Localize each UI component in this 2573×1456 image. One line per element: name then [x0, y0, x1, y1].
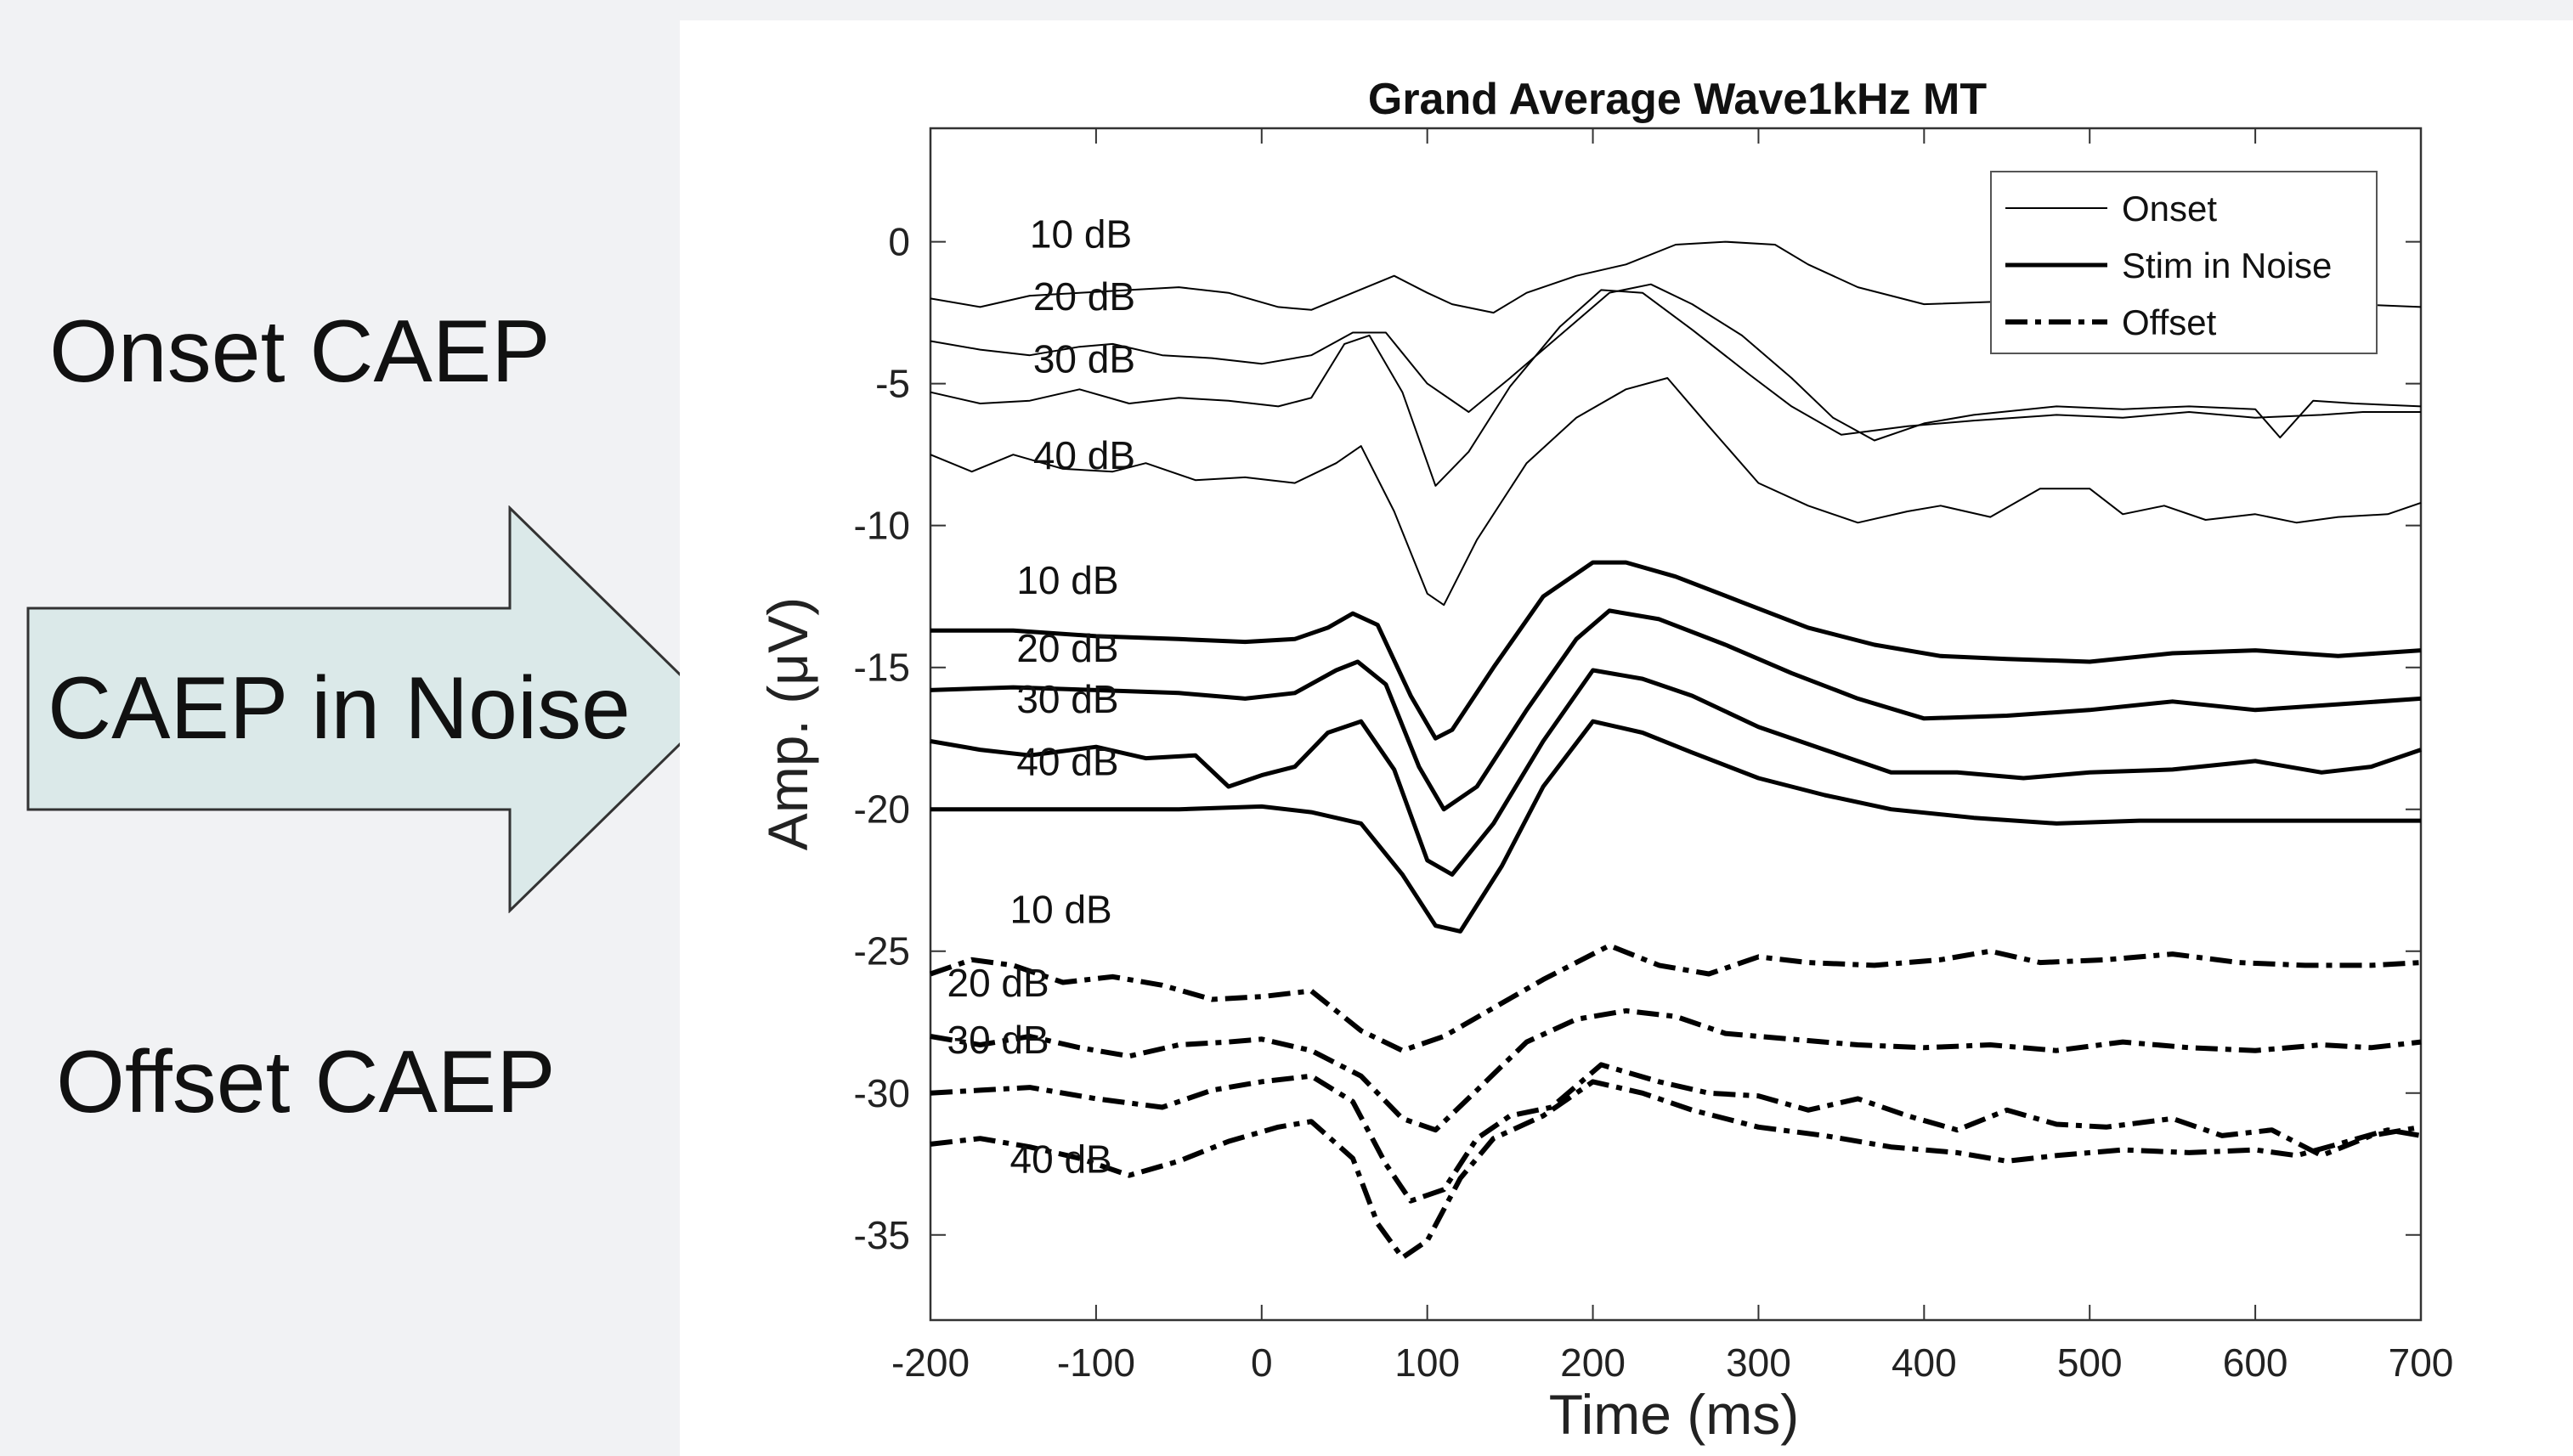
y-tick-label: -25 [854, 929, 910, 973]
y-tick-label: -30 [854, 1071, 910, 1115]
x-tick-label: 300 [1726, 1340, 1791, 1385]
series-line-offset-1 [930, 943, 2422, 1053]
y-axis-title: Amp. (μV) [756, 597, 819, 850]
db-label-noise: 30 dB [1016, 677, 1118, 721]
db-label-offset: 30 dB [947, 1018, 1049, 1062]
db-label-noise: 40 dB [1016, 740, 1118, 784]
x-tick-label: -100 [1057, 1340, 1135, 1385]
arrow-body [26, 505, 718, 913]
chart-panel: Grand Average Wave1kHz MT 0 -5 -10 -15 -20 -2… [680, 20, 2573, 1456]
y-tick-label: -35 [854, 1213, 910, 1257]
series-line-noise-1 [930, 560, 2422, 741]
db-label-onset: 30 dB [1033, 336, 1135, 381]
chart-title: Grand Average Wave1kHz MT [1368, 75, 1987, 124]
y-tick-label: 0 [888, 220, 910, 264]
x-tick-label: 100 [1394, 1340, 1460, 1385]
y-tick-label: -20 [854, 787, 910, 832]
db-label-offset: 20 dB [947, 961, 1049, 1005]
x-tick-label: 400 [1892, 1340, 1957, 1385]
db-label-onset: 20 dB [1033, 274, 1135, 319]
y-tick-label: -10 [854, 504, 910, 548]
db-label-offset: 10 dB [1010, 887, 1112, 931]
series-line-noise-3 [930, 668, 2422, 877]
series-line-onset-4 [930, 377, 2422, 607]
x-tick-label: 600 [2223, 1340, 2288, 1385]
series-line-onset-2 [930, 283, 2422, 442]
y-ticks: 0 -5 -10 -15 -20 -25 -30 -35 [854, 220, 2421, 1257]
y-tick-label: -15 [854, 646, 910, 690]
y-tick-label: -5 [875, 362, 910, 406]
x-tick-label: 700 [2389, 1340, 2454, 1385]
x-tick-label: 500 [2057, 1340, 2123, 1385]
legend-label-noise: Stim in Noise [2122, 245, 2332, 285]
series-line-offset-2 [930, 1007, 2422, 1133]
caep-in-noise-label: CAEP in Noise [48, 659, 631, 758]
series-line-noise-4 [930, 719, 2421, 934]
series-line-offset-4 [930, 1079, 2422, 1261]
series-line-noise-2 [930, 608, 2422, 812]
db-label-noise: 20 dB [1016, 626, 1118, 670]
db-label-layer: 10 dB 20 dB 30 dB 40 dB 10 dB 20 dB 30 dB 40 dB… [947, 212, 1135, 1181]
onset-caep-label: Onset CAEP [49, 302, 551, 401]
offset-caep-label: Offset CAEP [56, 1033, 556, 1132]
x-ticks: -200 -100 0 100 200 300 400 500 600 700 [891, 128, 2453, 1385]
db-label-onset: 10 dB [1030, 212, 1132, 256]
x-tick-label: 0 [1251, 1340, 1273, 1385]
chart-svg: Grand Average Wave1kHz MT 0-5-10-15-20-2… [756, 75, 2453, 1446]
x-tick-label: 200 [1560, 1340, 1626, 1385]
db-label-noise: 10 dB [1016, 558, 1118, 602]
right-arrow-shape [26, 505, 718, 913]
x-tick-label: -200 [891, 1340, 970, 1385]
db-label-onset: 40 dB [1033, 433, 1135, 477]
legend: Onset Stim in Noise Offset [1990, 171, 2378, 354]
legend-label-offset: Offset [2122, 302, 2217, 342]
series-line-onset-3 [930, 289, 2421, 487]
legend-label-onset: Onset [2122, 189, 2217, 229]
db-label-offset: 40 dB [1010, 1137, 1112, 1181]
series-line-offset-3 [930, 1062, 2422, 1204]
plot-frame [929, 127, 2423, 1322]
series-layer [930, 240, 2422, 1261]
x-axis-title: Time (ms) [1549, 1383, 1800, 1446]
